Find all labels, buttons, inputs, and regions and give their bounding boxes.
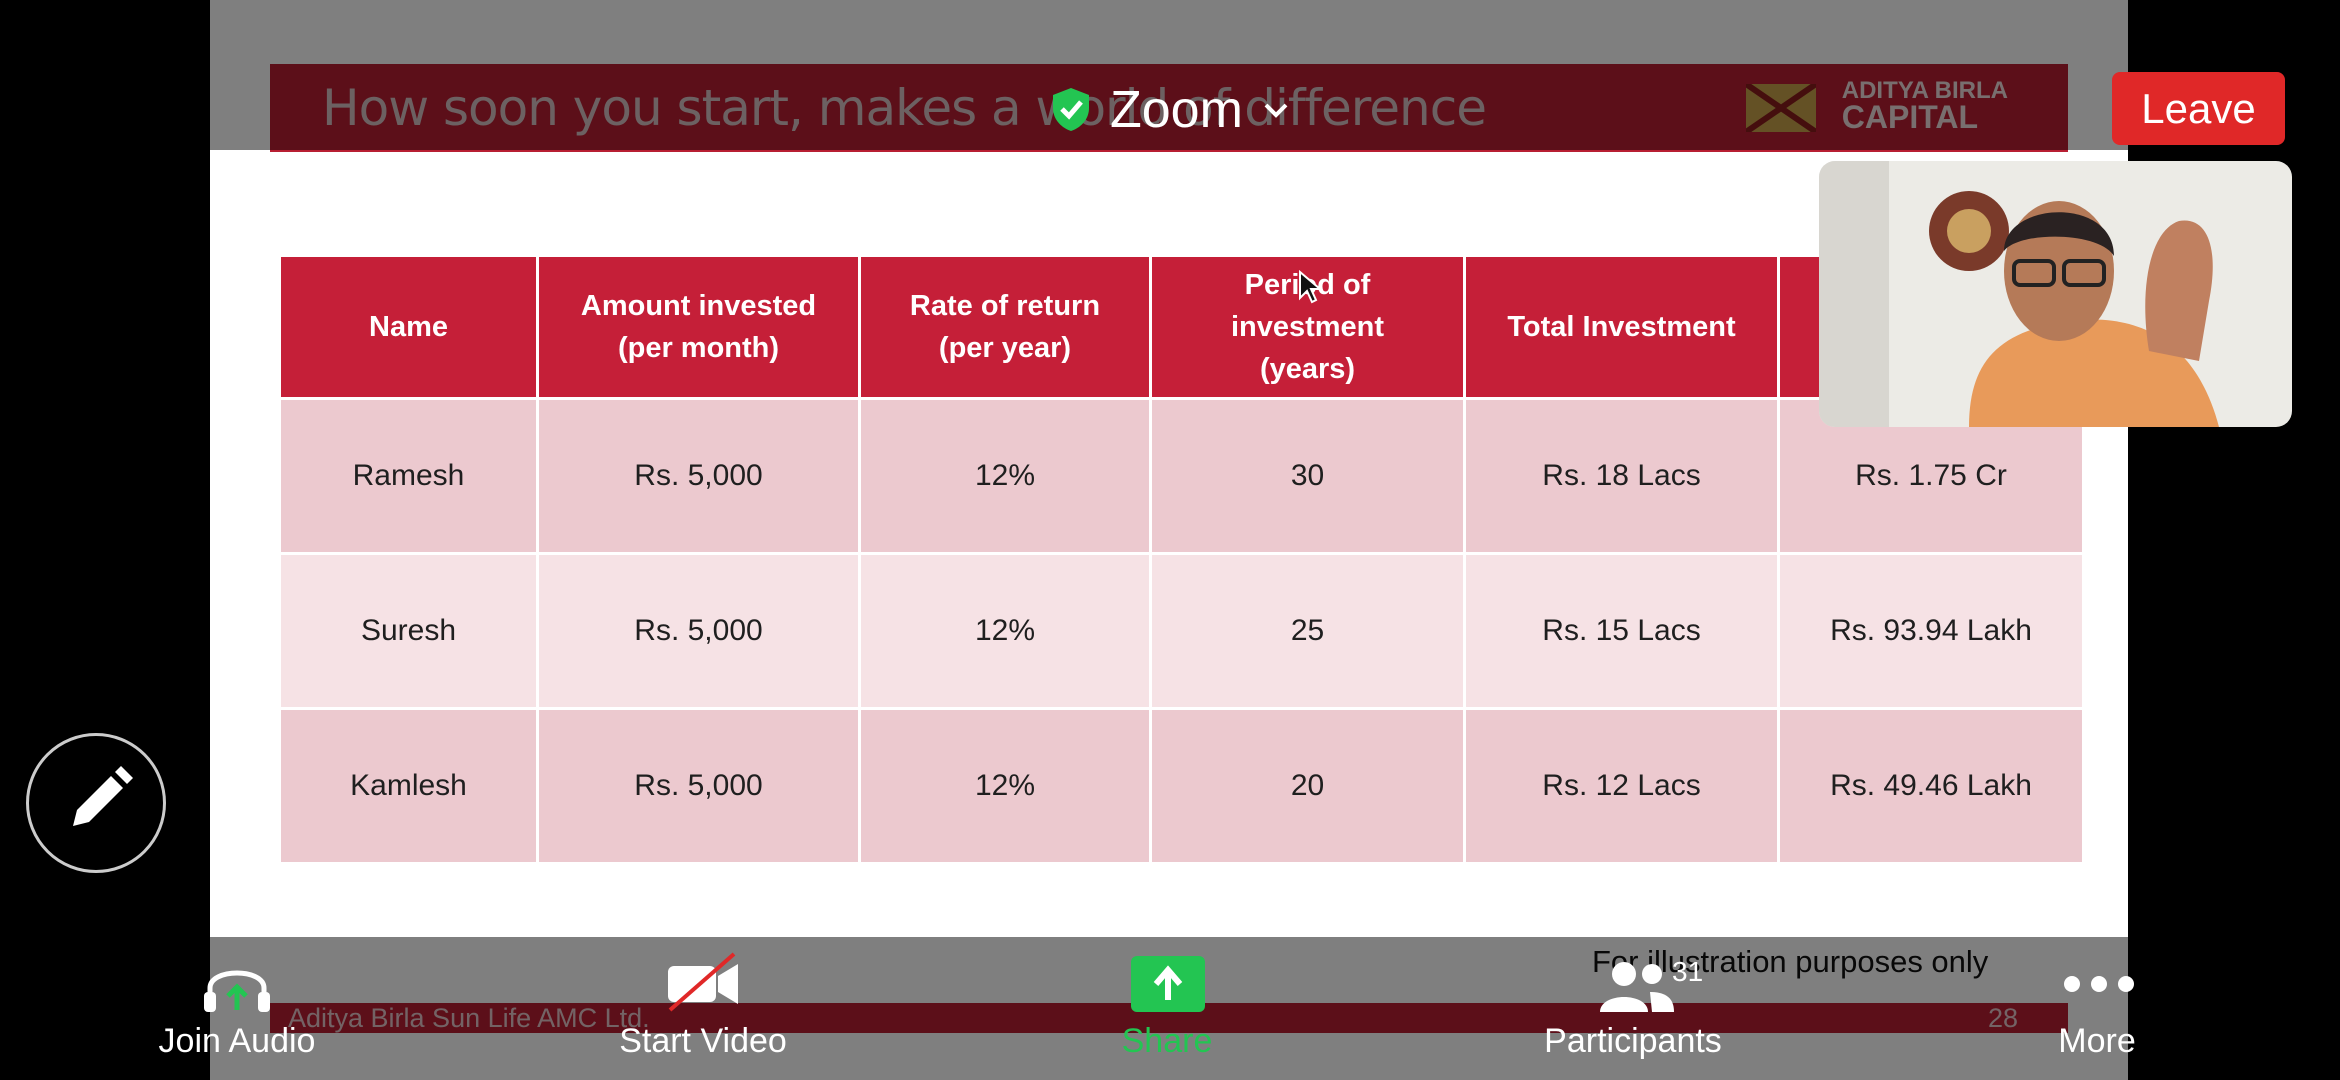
table-cell: Rs. 5,000 — [536, 707, 861, 865]
video-icon — [668, 952, 738, 1012]
header-line: (per month) — [617, 332, 780, 364]
header-row: Name Amount invested (per month) Rate of re… — [278, 254, 2085, 400]
share-icon — [1131, 956, 1205, 1012]
audio-icon — [204, 970, 270, 1012]
leave-button[interactable]: Leave — [2112, 72, 2285, 145]
participant-count: 31 — [1672, 956, 1704, 987]
toolbar-button[interactable]: Share — [1121, 1022, 1213, 1060]
header-line: Total Investment — [1507, 311, 1736, 343]
toolbar-button[interactable]: Start Video — [619, 1022, 787, 1060]
dropdown-chevron[interactable] — [1262, 100, 1290, 120]
table-cell: 30 — [1149, 397, 1466, 555]
header-cell: Rate of return (per year) — [858, 254, 1152, 400]
meeting-title[interactable]: Zoom — [1110, 81, 1243, 139]
participant-video[interactable] — [1819, 161, 2292, 427]
top-overlay — [0, 0, 2340, 150]
table-cell: 12% — [858, 552, 1152, 710]
header-line: Rate of return — [909, 290, 1101, 322]
encryption-shield — [1053, 88, 1089, 131]
table-cell: Suresh — [278, 552, 539, 710]
toolbar-button[interactable]: Join Audio — [158, 1022, 316, 1060]
table-cell: Rs. 18 Lacs — [1463, 397, 1780, 555]
header-cell: Name — [278, 254, 539, 400]
header-cell: Amount invested (per month) — [536, 254, 861, 400]
header-line: investment — [1230, 311, 1385, 343]
table-row: Kamlesh Rs. 5,000 12% 20 Rs. 12 Lacs Rs. 49.4… — [278, 707, 2085, 865]
header-line: (per year) — [938, 332, 1072, 364]
participants-icon — [1600, 962, 1674, 1012]
table-body: Ramesh Rs. 5,000 12% 30 Rs. 18 Lacs Rs. 1.75 … — [278, 397, 2085, 865]
annotate-button[interactable] — [26, 733, 166, 873]
table-row: Ramesh Rs. 5,000 12% 30 Rs. 18 Lacs Rs. 1.75 … — [278, 397, 2085, 555]
pencil-icon — [73, 766, 133, 826]
table-cell: Rs. 93.94 Lakh — [1777, 552, 2085, 710]
mouse-cursor — [1299, 270, 1322, 304]
table-cell: Rs. 15 Lacs — [1463, 552, 1780, 710]
toolbar-button[interactable]: Participants — [1544, 1022, 1722, 1060]
table-cell: Rs. 5,000 — [536, 552, 861, 710]
table-cell: Rs. 12 Lacs — [1463, 707, 1780, 865]
header-line: Amount invested — [580, 290, 817, 322]
table-cell: Rs. 5,000 — [536, 397, 861, 555]
table-cell: Rs. 49.46 Lakh — [1777, 707, 2085, 865]
header-line: (years) — [1259, 353, 1356, 385]
table-cell: 25 — [1149, 552, 1466, 710]
table-row: Suresh Rs. 5,000 12% 25 Rs. 15 Lacs Rs. 93.94… — [278, 552, 2085, 710]
header-cell: Period of investment (years) — [1149, 254, 1466, 400]
comparison-table: Name Amount invested (per month) Rate of re… — [278, 254, 2085, 865]
header-line: Name — [369, 311, 448, 343]
table-cell: 12% — [858, 397, 1152, 555]
toolbar-button[interactable]: More — [2058, 1022, 2136, 1060]
table-cell: 12% — [858, 707, 1152, 865]
more-icon — [2064, 976, 2134, 992]
table-cell: Kamlesh — [278, 707, 539, 865]
table-cell: Ramesh — [278, 397, 539, 555]
header-cell: Total Investment — [1463, 254, 1780, 400]
table-cell: 20 — [1149, 707, 1466, 865]
